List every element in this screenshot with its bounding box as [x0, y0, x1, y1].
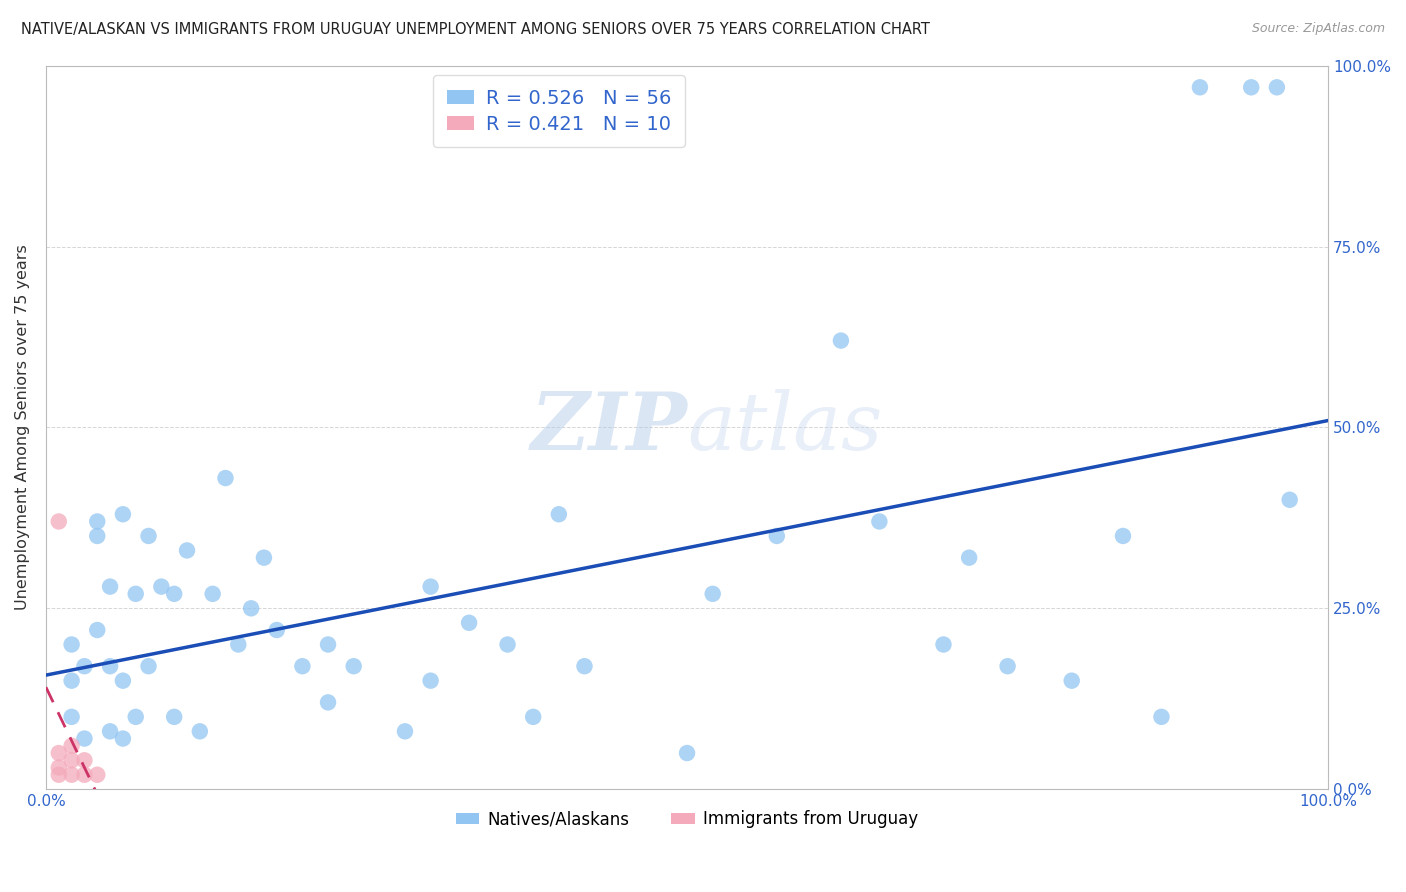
Text: NATIVE/ALASKAN VS IMMIGRANTS FROM URUGUAY UNEMPLOYMENT AMONG SENIORS OVER 75 YEA: NATIVE/ALASKAN VS IMMIGRANTS FROM URUGUA…	[21, 22, 929, 37]
Point	[1265, 80, 1288, 95]
Point	[1060, 673, 1083, 688]
Point	[458, 615, 481, 630]
Point	[201, 587, 224, 601]
Point	[73, 659, 96, 673]
Point	[343, 659, 366, 673]
Point	[419, 580, 441, 594]
Point	[111, 508, 134, 522]
Point	[48, 515, 70, 529]
Text: ZIP: ZIP	[530, 389, 688, 467]
Point	[98, 724, 121, 739]
Point	[60, 638, 83, 652]
Point	[291, 659, 314, 673]
Point	[765, 529, 787, 543]
Point	[997, 659, 1019, 673]
Point	[1278, 492, 1301, 507]
Point	[394, 724, 416, 739]
Point	[86, 529, 108, 543]
Point	[48, 768, 70, 782]
Point	[163, 587, 186, 601]
Point	[1240, 80, 1263, 95]
Point	[522, 710, 544, 724]
Point	[496, 638, 519, 652]
Point	[419, 673, 441, 688]
Point	[98, 659, 121, 673]
Point	[60, 753, 83, 767]
Point	[1188, 80, 1211, 95]
Point	[676, 746, 699, 760]
Point	[214, 471, 236, 485]
Legend: Natives/Alaskans, Immigrants from Uruguay: Natives/Alaskans, Immigrants from Urugua…	[450, 804, 925, 835]
Point	[138, 659, 160, 673]
Point	[111, 731, 134, 746]
Point	[868, 515, 890, 529]
Point	[60, 710, 83, 724]
Point	[125, 710, 148, 724]
Text: atlas: atlas	[688, 389, 883, 467]
Point	[1150, 710, 1173, 724]
Point	[957, 550, 980, 565]
Point	[73, 731, 96, 746]
Point	[98, 580, 121, 594]
Point	[830, 334, 852, 348]
Point	[86, 623, 108, 637]
Point	[138, 529, 160, 543]
Point	[86, 515, 108, 529]
Point	[60, 739, 83, 753]
Point	[240, 601, 263, 615]
Y-axis label: Unemployment Among Seniors over 75 years: Unemployment Among Seniors over 75 years	[15, 244, 30, 610]
Point	[266, 623, 288, 637]
Point	[188, 724, 211, 739]
Point	[702, 587, 724, 601]
Point	[111, 673, 134, 688]
Text: Source: ZipAtlas.com: Source: ZipAtlas.com	[1251, 22, 1385, 36]
Point	[176, 543, 198, 558]
Point	[932, 638, 955, 652]
Point	[316, 638, 339, 652]
Point	[150, 580, 173, 594]
Point	[226, 638, 249, 652]
Point	[60, 768, 83, 782]
Point	[86, 768, 108, 782]
Point	[48, 760, 70, 774]
Point	[253, 550, 276, 565]
Point	[125, 587, 148, 601]
Point	[163, 710, 186, 724]
Point	[73, 753, 96, 767]
Point	[1112, 529, 1135, 543]
Point	[574, 659, 596, 673]
Point	[316, 695, 339, 709]
Point	[48, 746, 70, 760]
Point	[547, 508, 569, 522]
Point	[60, 673, 83, 688]
Point	[73, 768, 96, 782]
